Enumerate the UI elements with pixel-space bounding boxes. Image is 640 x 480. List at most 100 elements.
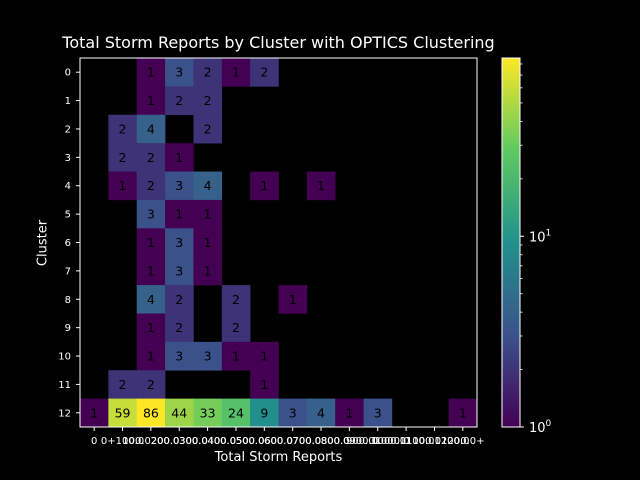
heatmap-cell: [250, 341, 279, 371]
cell-label: 4: [147, 121, 155, 136]
cell-label: 3: [175, 65, 183, 80]
heatmap-cell: [136, 86, 166, 116]
y-tick-label: 9: [65, 323, 71, 334]
cell-label: 1: [260, 178, 268, 193]
heatmap-cell: [250, 398, 279, 428]
cell-label: 2: [175, 320, 183, 335]
cell-label: 3: [289, 405, 297, 420]
heatmap-cell: [250, 370, 279, 399]
heatmap-cell: [136, 285, 166, 314]
heatmap-cell: [136, 341, 166, 371]
heatmap-cell: [278, 398, 308, 428]
colorbar-tick-label: 101: [529, 228, 551, 245]
heatmap-cell: [80, 398, 109, 428]
cell-label: 4: [317, 405, 325, 420]
cell-label: 3: [204, 349, 212, 364]
heatmap-cell: [335, 398, 364, 428]
cell-label: 3: [175, 263, 183, 278]
cell-label: 1: [147, 65, 155, 80]
heatmap-cell: [221, 341, 251, 371]
heatmap-cell: [136, 256, 166, 286]
heatmap-cell: [165, 285, 194, 314]
heatmap-cell: [136, 171, 166, 201]
heatmap-cell: [306, 171, 336, 201]
heatmap-cell: [165, 58, 194, 87]
cell-label: 59: [115, 405, 131, 420]
heatmap-cell: [193, 86, 223, 116]
heatmap-cell: [278, 285, 308, 314]
y-axis-label: Cluster: [35, 219, 51, 267]
x-tick-label: 600.0700.0: [264, 436, 321, 447]
heatmap-cell: [136, 58, 166, 87]
x-tick-label: 200.0300.0: [151, 436, 208, 447]
cell-label: 2: [175, 93, 183, 108]
y-tick-label: 7: [65, 266, 71, 277]
cell-label: 1: [317, 178, 325, 193]
cell-label: 4: [204, 178, 212, 193]
cell-label: 2: [232, 320, 240, 335]
x-tick-label: 1000.01100.0: [371, 436, 441, 447]
heatmap-cell: [221, 313, 251, 343]
x-tick-label: 300.0400.0: [179, 436, 236, 447]
heatmap-cell: [193, 58, 223, 87]
heatmap-cell: [165, 86, 194, 116]
cell-label: 1: [175, 207, 183, 222]
heatmap-cell: [108, 143, 138, 172]
x-tick-label: 1200.0+: [441, 436, 484, 447]
cell-label: 3: [175, 349, 183, 364]
cell-label: 86: [143, 405, 159, 420]
y-tick-label: 12: [58, 408, 71, 419]
cell-label: 1: [90, 405, 98, 420]
heatmap-cell: [193, 341, 223, 371]
cell-label: 2: [260, 65, 268, 80]
cell-label: 1: [147, 235, 155, 250]
cell-label: 1: [147, 263, 155, 278]
cell-label: 1: [147, 320, 155, 335]
cell-label: 2: [119, 377, 127, 392]
heatmap-cell: [108, 398, 138, 428]
heatmap-cell: [108, 114, 138, 144]
heatmap-cell: [136, 114, 166, 144]
x-axis-label: Total Storm Reports: [214, 450, 343, 465]
colorbar: [501, 57, 521, 428]
x-tick-label: 700.0800.0: [292, 436, 349, 447]
cell-label: 2: [204, 93, 212, 108]
y-tick-label: 8: [65, 295, 71, 306]
heatmap-cell: [448, 398, 478, 428]
cell-label: 2: [204, 65, 212, 80]
x-tick-label: 1100.01200.0: [399, 436, 469, 447]
heatmap-cell: [165, 199, 194, 229]
cell-label: 4: [147, 292, 155, 307]
cell-label: 2: [147, 377, 155, 392]
x-tick-label: 400.0500.0: [207, 436, 264, 447]
heatmap-cell: [136, 370, 166, 399]
cell-label: 2: [204, 121, 212, 136]
cell-label: 1: [459, 405, 467, 420]
heatmap-cell: [165, 143, 194, 172]
cell-label: 3: [175, 178, 183, 193]
x-tick-label: 500.0600.0: [236, 436, 293, 447]
heatmap-cell: [193, 228, 223, 257]
heatmap-cell: [221, 285, 251, 314]
heatmap-cell: [363, 398, 393, 428]
heatmap-cell: [165, 313, 194, 343]
cell-label: 3: [147, 207, 155, 222]
cell-label: 33: [200, 405, 216, 420]
cell-label: 1: [175, 150, 183, 165]
x-tick-label: 0+100.0: [101, 436, 144, 447]
heatmap-cell: [165, 171, 194, 201]
y-tick-label: 4: [65, 181, 71, 192]
heatmap-cell: [306, 398, 336, 428]
heatmap-cell: [108, 370, 138, 399]
heatmap-cell: [136, 199, 166, 229]
cell-label: 3: [175, 235, 183, 250]
cell-label: 1: [204, 207, 212, 222]
cell-label: 1: [147, 93, 155, 108]
colorbar-tick-label: 100: [529, 419, 552, 436]
cell-label: 1: [345, 405, 353, 420]
y-tick-label: 11: [58, 380, 71, 391]
cell-label: 1: [147, 349, 155, 364]
heatmap-cell: [193, 199, 223, 229]
heatmap-cell: [165, 256, 194, 286]
cell-label: 1: [204, 235, 212, 250]
